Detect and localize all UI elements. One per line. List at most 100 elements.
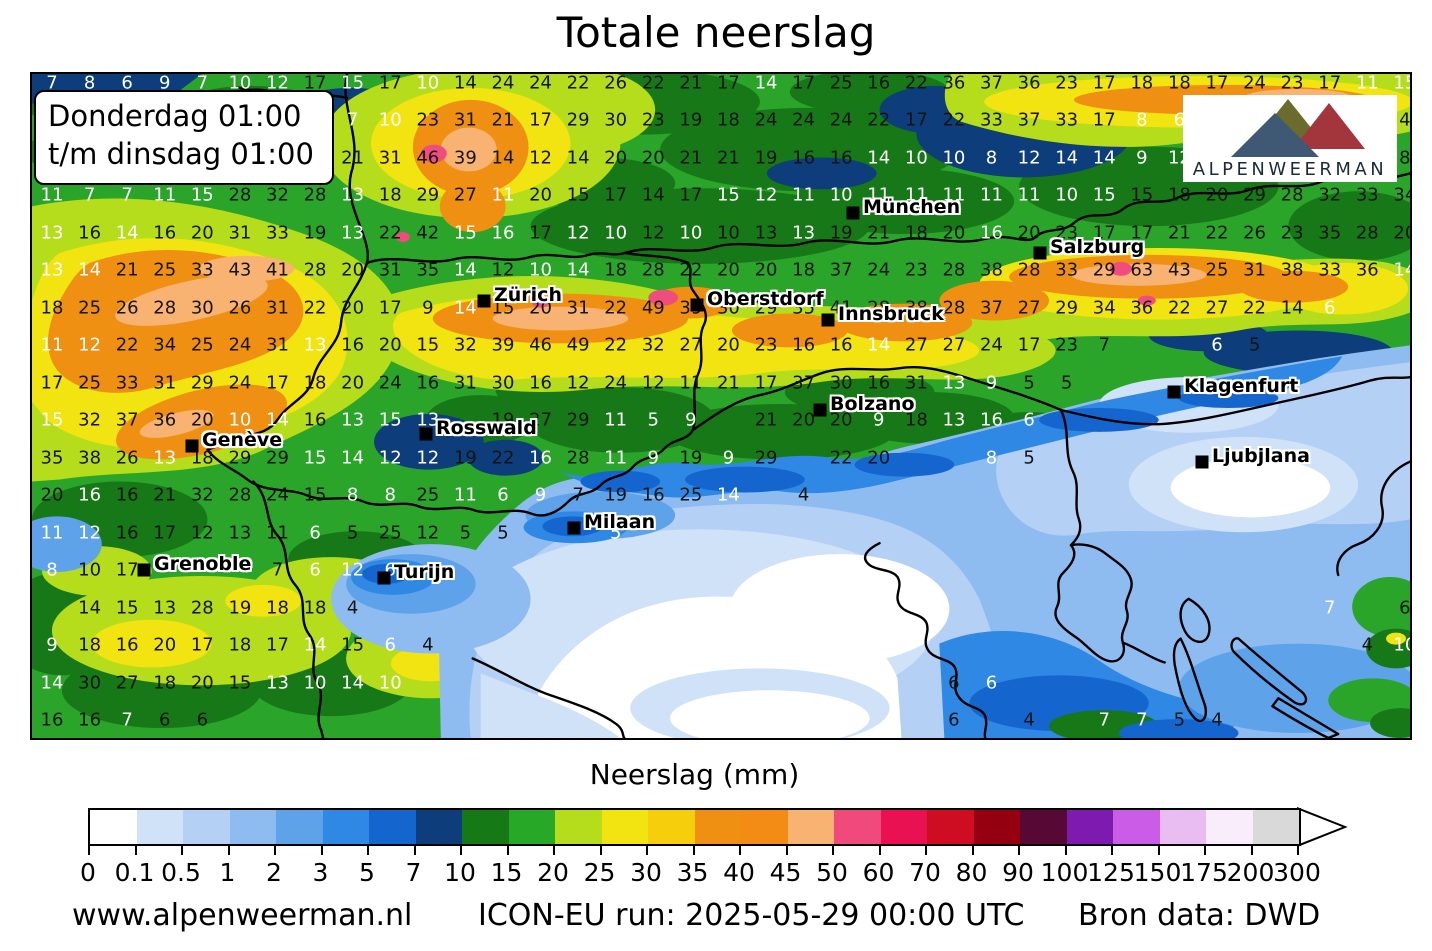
grid-value: 17	[40, 372, 64, 394]
grid-value: 49	[566, 334, 590, 356]
legend-tick-label: 70	[909, 858, 941, 887]
grid-value: 11	[40, 522, 64, 544]
grid-value: 15	[303, 484, 327, 506]
grid-value: 22	[679, 259, 703, 281]
grid-value: 6	[1211, 334, 1223, 356]
grid-value: 14	[266, 409, 289, 431]
city-label: Salzburg	[1050, 236, 1145, 258]
grid-value: 23	[641, 109, 665, 131]
grid-value: 13	[153, 597, 177, 619]
grid-value: 21	[1167, 222, 1191, 244]
legend-color-segment	[694, 810, 741, 844]
legend-color-segment	[462, 810, 509, 844]
legend-tick	[274, 846, 276, 855]
grid-value: 16	[792, 147, 816, 169]
legend-tick-label: 30	[630, 858, 662, 887]
grid-value: 20	[1393, 222, 1410, 244]
grid-value: 28	[228, 184, 252, 206]
grid-value: 37	[792, 372, 816, 394]
legend-color-segment	[834, 810, 881, 844]
grid-value: 37	[1017, 109, 1041, 131]
grid-value: 25	[78, 372, 102, 394]
grid-value: 17	[266, 372, 289, 394]
legend-color-segment	[229, 810, 276, 844]
grid-value: 18	[604, 259, 628, 281]
grid-value: 6	[985, 672, 998, 694]
grid-value: 26	[604, 72, 628, 94]
legend-tick-label: 125	[1087, 858, 1135, 887]
grid-value: 6	[1399, 597, 1411, 619]
grid-value: 17	[1017, 334, 1041, 356]
grid-value: 36	[153, 409, 177, 431]
grid-value: 27	[453, 184, 477, 206]
grid-value: 21	[153, 484, 177, 506]
alpenweerman-logo: ALPENWEERMAN	[1183, 95, 1397, 182]
grid-value: 20	[641, 147, 665, 169]
legend-tick	[181, 846, 183, 855]
grid-value: 8	[83, 72, 96, 94]
grid-value: 14	[491, 147, 515, 169]
grid-value: 10	[378, 109, 402, 131]
grid-value: 16	[829, 147, 853, 169]
legend-tick	[1204, 846, 1206, 855]
legend-tick-label: 20	[537, 858, 569, 887]
grid-value: 38	[904, 297, 928, 319]
grid-value: 20	[190, 409, 214, 431]
grid-value: 33	[190, 259, 214, 281]
grid-value: 20	[716, 259, 740, 281]
grid-value: 30	[190, 297, 214, 319]
grid-value: 11	[491, 184, 515, 206]
grid-value: 34	[1092, 297, 1116, 319]
grid-value: 12	[78, 334, 102, 356]
legend-tick	[88, 846, 90, 855]
legend-color-segment	[601, 810, 648, 844]
grid-value: 14	[754, 72, 778, 94]
grid-value: 7	[1098, 709, 1110, 731]
city-label: Ljubjlana	[1212, 445, 1310, 467]
grid-value: 12	[566, 372, 590, 394]
grid-value: 22	[604, 334, 628, 356]
legend-tick-label: 100	[1040, 858, 1089, 887]
grid-value: 28	[942, 297, 966, 319]
grid-value: 22	[904, 72, 928, 94]
grid-value: 4	[422, 634, 434, 656]
legend-tick	[739, 846, 741, 855]
legend-tick-label: 300	[1273, 858, 1321, 887]
grid-value: 29	[190, 372, 214, 394]
grid-value: 13	[792, 222, 816, 244]
grid-value: 25	[190, 334, 214, 356]
grid-value: 33	[980, 109, 1003, 131]
grid-value: 9	[685, 409, 697, 431]
grid-value: 31	[566, 297, 590, 319]
grid-value: 17	[303, 72, 327, 94]
grid-value: 6	[948, 709, 960, 731]
grid-value: 14	[78, 597, 102, 619]
logo-text: ALPENWEERMAN	[1192, 159, 1388, 180]
grid-value: 7	[1136, 709, 1148, 731]
grid-value: 38	[980, 259, 1003, 281]
city-label: Grenoble	[154, 553, 252, 575]
grid-value: 10	[303, 672, 327, 694]
grid-value: 27	[1205, 297, 1229, 319]
grid-value: 18	[303, 597, 327, 619]
grid-value: 19	[679, 109, 703, 131]
grid-value: 13	[303, 334, 327, 356]
grid-value: 17	[1092, 109, 1116, 131]
grid-value: 15	[228, 672, 252, 694]
grid-value: 6	[1173, 109, 1186, 131]
grid-value: 31	[378, 147, 402, 169]
grid-value: 11	[40, 184, 64, 206]
grid-value: 18	[1167, 72, 1191, 94]
city-label: Genève	[202, 429, 283, 451]
grid-value: 12	[78, 522, 102, 544]
legend-tick	[553, 846, 555, 855]
grid-value: 14	[1055, 147, 1079, 169]
grid-value: 29	[266, 447, 289, 469]
grid-value: 11	[904, 184, 928, 206]
grid-value: 27	[115, 672, 139, 694]
grid-value: 28	[153, 297, 177, 319]
grid-value: 16	[115, 484, 139, 506]
grid-value: 17	[679, 184, 703, 206]
grid-value: 28	[867, 297, 891, 319]
grid-value: 18	[266, 597, 289, 619]
